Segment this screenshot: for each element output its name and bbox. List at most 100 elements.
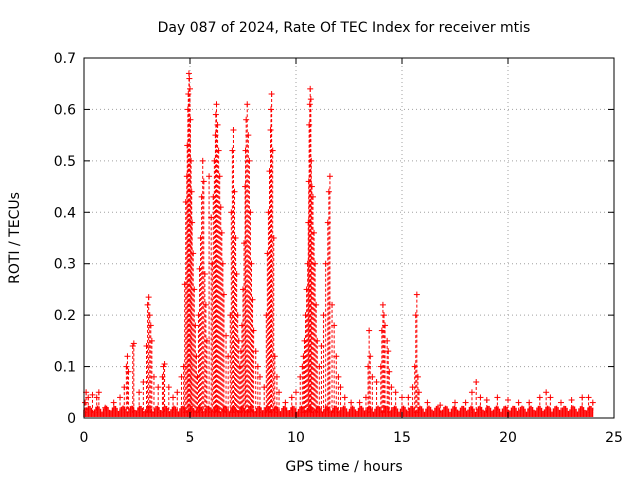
data-point [380,312,387,413]
data-point [219,260,226,413]
data-point [250,327,257,413]
data-point [254,363,261,413]
data-point [366,327,373,413]
data-point [276,389,283,413]
y-tick-label: 0 [67,411,76,427]
data-point [110,399,117,413]
y-tick-label: 0.4 [54,205,76,221]
data-point [180,363,187,413]
data-point [186,75,193,413]
data-point [218,229,225,413]
data-point [220,291,227,413]
data-point [248,260,255,413]
y-tick-label: 0.6 [54,102,76,118]
data-point [187,116,194,413]
data-point [494,394,501,413]
data-point [245,132,252,413]
data-points [82,70,596,417]
data-point [369,373,376,413]
data-point [123,363,130,413]
data-point [136,389,143,413]
data-point [547,394,554,413]
data-point [579,394,586,413]
data-point [437,402,444,413]
data-point [202,301,209,413]
data-point [468,389,475,413]
x-tick-label: 0 [80,430,89,446]
data-point [170,394,177,413]
data-point [165,384,172,413]
data-point [412,312,419,413]
data-point [184,142,191,413]
data-point [95,389,102,413]
data-point [227,312,234,413]
data-point [206,173,213,413]
data-point [413,291,420,413]
data-point [102,404,109,413]
data-point [244,101,251,413]
data-point [203,337,210,413]
data-point [312,260,319,413]
data-point [288,394,295,413]
data-point [308,183,315,413]
data-point [386,368,393,413]
data-point [267,106,274,413]
data-point [314,337,321,413]
data-point [307,85,314,413]
data-point [249,296,256,413]
data-point [243,116,250,413]
y-tick-label: 0.2 [54,308,76,324]
y-tick-label: 0.1 [54,360,76,376]
data-point [392,389,399,413]
data-point [452,399,458,413]
y-tick-label: 0.5 [54,154,76,170]
data-point [145,294,152,413]
data-point [150,373,157,413]
data-point [415,389,422,413]
data-point [188,157,195,413]
data-point [269,147,276,413]
plot-frame [83,57,615,419]
data-point [270,235,277,413]
data-point [191,286,198,413]
data-point [143,343,150,413]
data-point [414,373,421,413]
data-point [223,332,230,413]
data-point [373,379,380,413]
data-point [190,250,197,413]
x-tick-label: 20 [499,430,517,446]
data-point [424,399,431,413]
data-point [144,301,151,413]
data-point [147,322,154,413]
data-point [200,178,207,413]
data-point [483,397,490,413]
data-point [214,121,221,413]
data-point [235,337,242,413]
data-point [341,394,348,413]
data-point [543,389,550,413]
data-point [213,101,220,413]
data-point [329,301,336,413]
data-point [293,389,299,413]
data-point [215,147,222,413]
data-point [477,394,484,413]
data-point [515,399,522,413]
data-point [311,229,318,413]
data-point [246,157,253,413]
data-point [129,343,136,413]
data-point [585,394,592,413]
x-tick-label: 15 [393,430,411,446]
data-point [199,157,206,413]
data-point [405,394,412,413]
data-point [367,353,374,413]
data-point [273,373,280,413]
data-point [233,271,240,413]
data-point [331,322,338,413]
data-point [117,394,124,413]
x-tick-label: 10 [287,430,305,446]
data-point [189,219,196,413]
data-point [229,147,236,413]
data-point [247,209,254,413]
data-point [356,399,363,413]
